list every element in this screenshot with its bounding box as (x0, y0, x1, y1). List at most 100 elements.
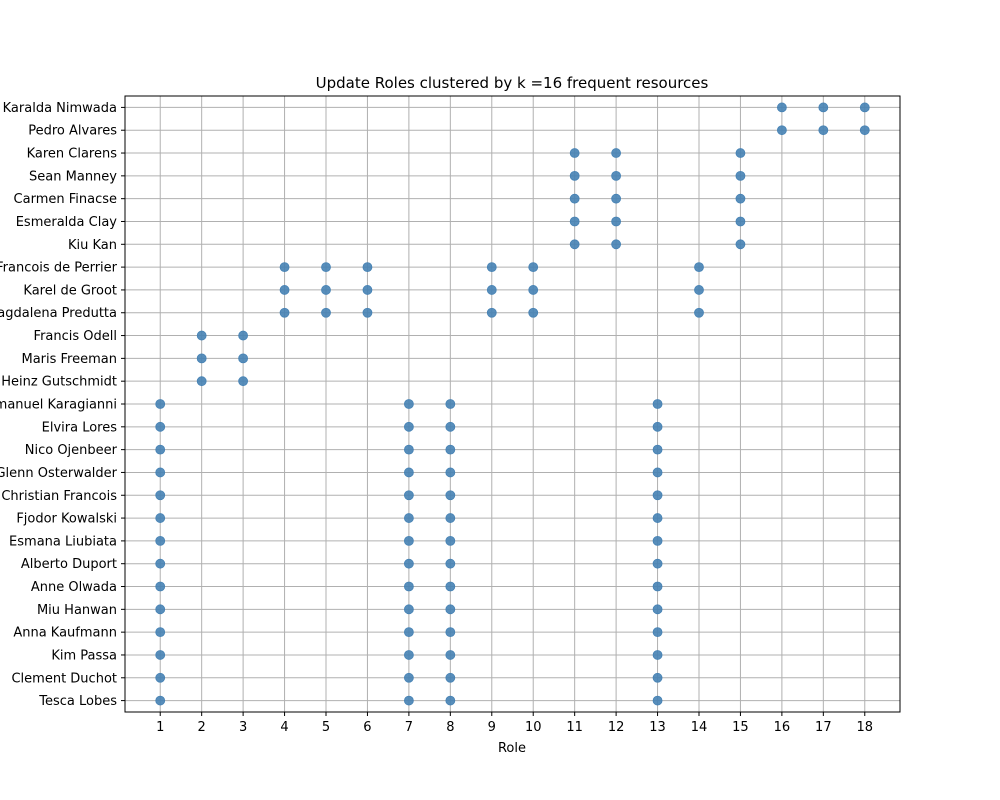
data-point (735, 239, 746, 250)
data-point (694, 307, 704, 318)
data-point (155, 444, 166, 455)
data-point (652, 672, 663, 683)
data-point (403, 444, 414, 455)
data-point (155, 650, 166, 660)
data-point (445, 444, 456, 455)
data-point (652, 604, 663, 615)
data-point (403, 490, 414, 501)
data-point (362, 285, 373, 295)
y-tick-label: Kiu Kan (68, 238, 117, 253)
y-tick-label: Karalda Nimwada (3, 101, 117, 116)
y-tick-label: Magdalena Predutta (0, 306, 117, 321)
data-point (611, 239, 622, 250)
x-tick-label: 11 (566, 720, 583, 735)
data-point (652, 627, 663, 638)
x-tick-label: 2 (198, 720, 206, 735)
data-point (569, 239, 580, 250)
data-point (445, 581, 456, 592)
data-point (445, 627, 456, 638)
data-points (155, 102, 870, 706)
y-tick-label: Maris Freeman (21, 352, 117, 367)
data-point (611, 193, 622, 204)
data-point (155, 558, 166, 569)
data-point (155, 490, 166, 501)
data-point (445, 421, 456, 432)
data-point (528, 307, 539, 318)
data-point (155, 535, 166, 546)
data-point (403, 421, 414, 432)
data-point (238, 376, 249, 387)
data-point (403, 650, 414, 660)
data-point (611, 216, 622, 227)
data-point (238, 330, 249, 341)
x-tick-label: 15 (732, 720, 749, 735)
data-point (569, 216, 580, 227)
y-tick-label: Carmen Finacse (14, 192, 117, 207)
data-point (155, 604, 166, 615)
y-tick-label: Pedro Alvares (28, 124, 117, 139)
y-tick-label: Clement Duchot (11, 671, 117, 686)
x-tick-label: 8 (446, 720, 454, 735)
y-tick-label: Nico Ojenbeer (25, 443, 118, 458)
data-point (859, 102, 870, 113)
data-point (818, 125, 829, 136)
data-point (735, 216, 746, 227)
data-point (735, 148, 746, 158)
data-point (776, 125, 787, 136)
y-axis-ticks: Tesca Lobes Clement Duchot Kim Passa Anna K… (0, 101, 125, 709)
data-point (403, 467, 414, 478)
data-point (155, 467, 166, 478)
x-tick-label: 16 (774, 720, 791, 735)
data-point (486, 307, 497, 318)
data-point (652, 490, 663, 501)
data-point (403, 399, 414, 409)
data-point (445, 490, 456, 501)
data-point (735, 193, 746, 204)
data-point (652, 558, 663, 569)
data-point (652, 581, 663, 592)
x-tick-label: 1 (156, 720, 164, 735)
data-point (859, 125, 870, 136)
data-point (321, 262, 331, 273)
data-point (403, 627, 414, 638)
y-tick-label: Francois de Perrier (0, 261, 118, 276)
data-point (403, 558, 414, 569)
data-point (155, 627, 166, 638)
y-tick-label: Karel de Groot (23, 283, 117, 298)
data-point (611, 170, 622, 181)
data-point (445, 535, 456, 546)
data-point (155, 399, 166, 409)
data-point (403, 535, 414, 546)
y-tick-label: Esmana Liubiata (9, 534, 117, 549)
x-tick-label: 3 (239, 720, 247, 735)
data-point (155, 695, 166, 706)
x-tick-label: 12 (608, 720, 625, 735)
data-point (403, 604, 414, 615)
y-tick-label: Heinz Gutschmidt (1, 375, 117, 390)
data-point (569, 170, 580, 181)
y-tick-label: Esmeralda Clay (16, 215, 118, 230)
data-point (569, 148, 580, 158)
data-point (196, 376, 207, 387)
data-point (445, 467, 456, 478)
data-point (155, 672, 166, 683)
data-point (362, 307, 373, 318)
y-tick-label: Elvira Lores (42, 420, 118, 435)
data-point (155, 581, 166, 592)
data-point (403, 513, 414, 523)
data-point (445, 604, 456, 615)
data-point (403, 581, 414, 592)
y-tick-label: Anne Olwada (31, 580, 117, 595)
x-tick-label: 13 (649, 720, 666, 735)
data-point (362, 262, 373, 273)
y-tick-label: Glenn Osterwalder (0, 466, 118, 481)
data-point (403, 672, 414, 683)
data-point (279, 262, 290, 273)
y-tick-label: Francis Odell (34, 329, 117, 344)
data-point (445, 650, 456, 660)
y-tick-label: Karen Clarens (27, 147, 118, 162)
data-point (445, 513, 456, 523)
data-point (611, 148, 622, 158)
data-point (694, 285, 704, 295)
